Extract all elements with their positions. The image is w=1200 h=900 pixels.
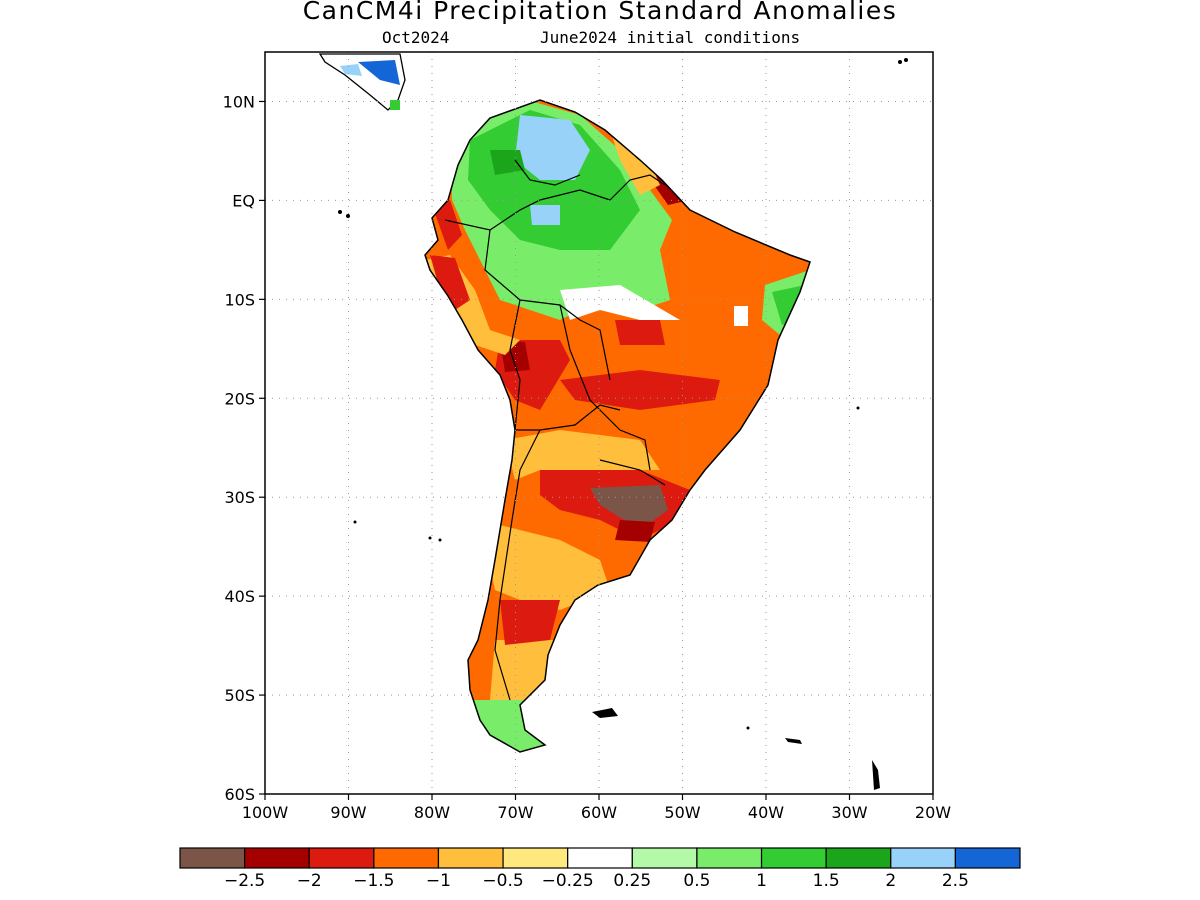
lat-tick-label: 10S [224, 290, 255, 309]
lon-tick-label: 20W [915, 803, 951, 822]
colorbar-swatch [437, 847, 504, 869]
colorbar-swatch [244, 847, 310, 869]
islands [338, 58, 908, 790]
colorbar-label: −0.25 [542, 871, 594, 891]
colorbar-swatch [502, 847, 569, 869]
lat-axis: 10N EQ 10S 20S 30S 40S 50S 60S [223, 92, 265, 804]
colorbar-label: 2 [885, 871, 896, 891]
colorbar-label: 2.5 [942, 871, 969, 891]
colorbar-swatch [954, 847, 1021, 869]
anomaly-lightblue-venezuela [515, 115, 590, 180]
anomaly-darkgreen-colombia [490, 150, 525, 175]
colorbar-swatch [696, 847, 763, 869]
lon-tick-label: 60W [581, 803, 617, 822]
map-grid [265, 52, 933, 794]
central-america [318, 53, 406, 111]
lon-tick-label: 40W [748, 803, 784, 822]
colorbar-swatch [567, 847, 633, 869]
map-title: CanCM4i Precipitation Standard Anomalies [302, 0, 898, 25]
anomaly-brown-uruguay [590, 485, 668, 530]
initial-conditions: June2024 initial conditions [540, 28, 801, 47]
lon-tick-label: 80W [414, 803, 450, 822]
lon-tick-label: 100W [242, 803, 289, 822]
national-borders [444, 159, 666, 701]
colorbar-swatch [825, 847, 892, 869]
lon-tick-label: 90W [330, 803, 366, 822]
lon-axis: 100W 90W 80W 70W 60W 50W 40W 30W 20W [242, 794, 951, 822]
colorbar-swatch [890, 847, 956, 869]
anomaly-red-peru [430, 255, 470, 310]
anomaly-red-central-brazil [615, 320, 665, 345]
colorbar: −2.5 −2 −1.5 −1 −0.5 −0.25 0.25 0.5 1 1.5 2 2.5 [179, 847, 1021, 891]
colorbar-swatch [308, 847, 375, 869]
colorbar-label: −1 [426, 871, 451, 891]
anomaly-neutral-band [560, 285, 680, 320]
lat-tick-label: 60S [224, 785, 255, 804]
colorbar-label: −2.5 [224, 871, 265, 891]
colorbar-label: 0.25 [613, 871, 651, 891]
lon-tick-label: 50W [664, 803, 700, 822]
colorbar-label: 0.5 [683, 871, 710, 891]
lat-tick-label: 20S [224, 389, 255, 408]
lat-tick-label: 50S [224, 686, 255, 705]
colorbar-swatch [760, 847, 827, 869]
anomaly-blue-central-america [358, 60, 400, 85]
colorbar-label: 1.5 [813, 871, 840, 891]
lon-tick-label: 70W [497, 803, 533, 822]
anomaly-lightblue-amazon [530, 205, 560, 225]
colorbar-swatch [631, 847, 698, 869]
anomaly-red-mato-grosso [560, 370, 720, 410]
forecast-month: Oct2024 [382, 28, 450, 47]
anomaly-neutral-cell [734, 306, 748, 326]
lat-tick-label: 30S [224, 488, 255, 507]
lat-tick-label: EQ [232, 191, 255, 210]
anomaly-red-ecuador [432, 200, 462, 250]
lat-tick-label: 40S [224, 587, 255, 606]
lon-tick-label: 30W [831, 803, 867, 822]
anomaly-green-panama [390, 100, 400, 110]
anomaly-light-orange-chaco [505, 430, 660, 480]
anomaly-lightblue-central-america [340, 64, 362, 76]
anomaly-light-orange-south [480, 520, 610, 610]
anomaly-darkred-uruguay [615, 520, 655, 542]
colorbar-label: −1.5 [353, 871, 394, 891]
lat-tick-label: 10N [223, 92, 255, 111]
colorbar-label: 1 [756, 871, 767, 891]
colorbar-label: −0.5 [482, 871, 523, 891]
colorbar-label: −2 [297, 871, 322, 891]
anomaly-light-orange-guianas [610, 130, 660, 195]
colorbar-swatch [373, 847, 440, 869]
colorbar-swatch [179, 847, 246, 869]
